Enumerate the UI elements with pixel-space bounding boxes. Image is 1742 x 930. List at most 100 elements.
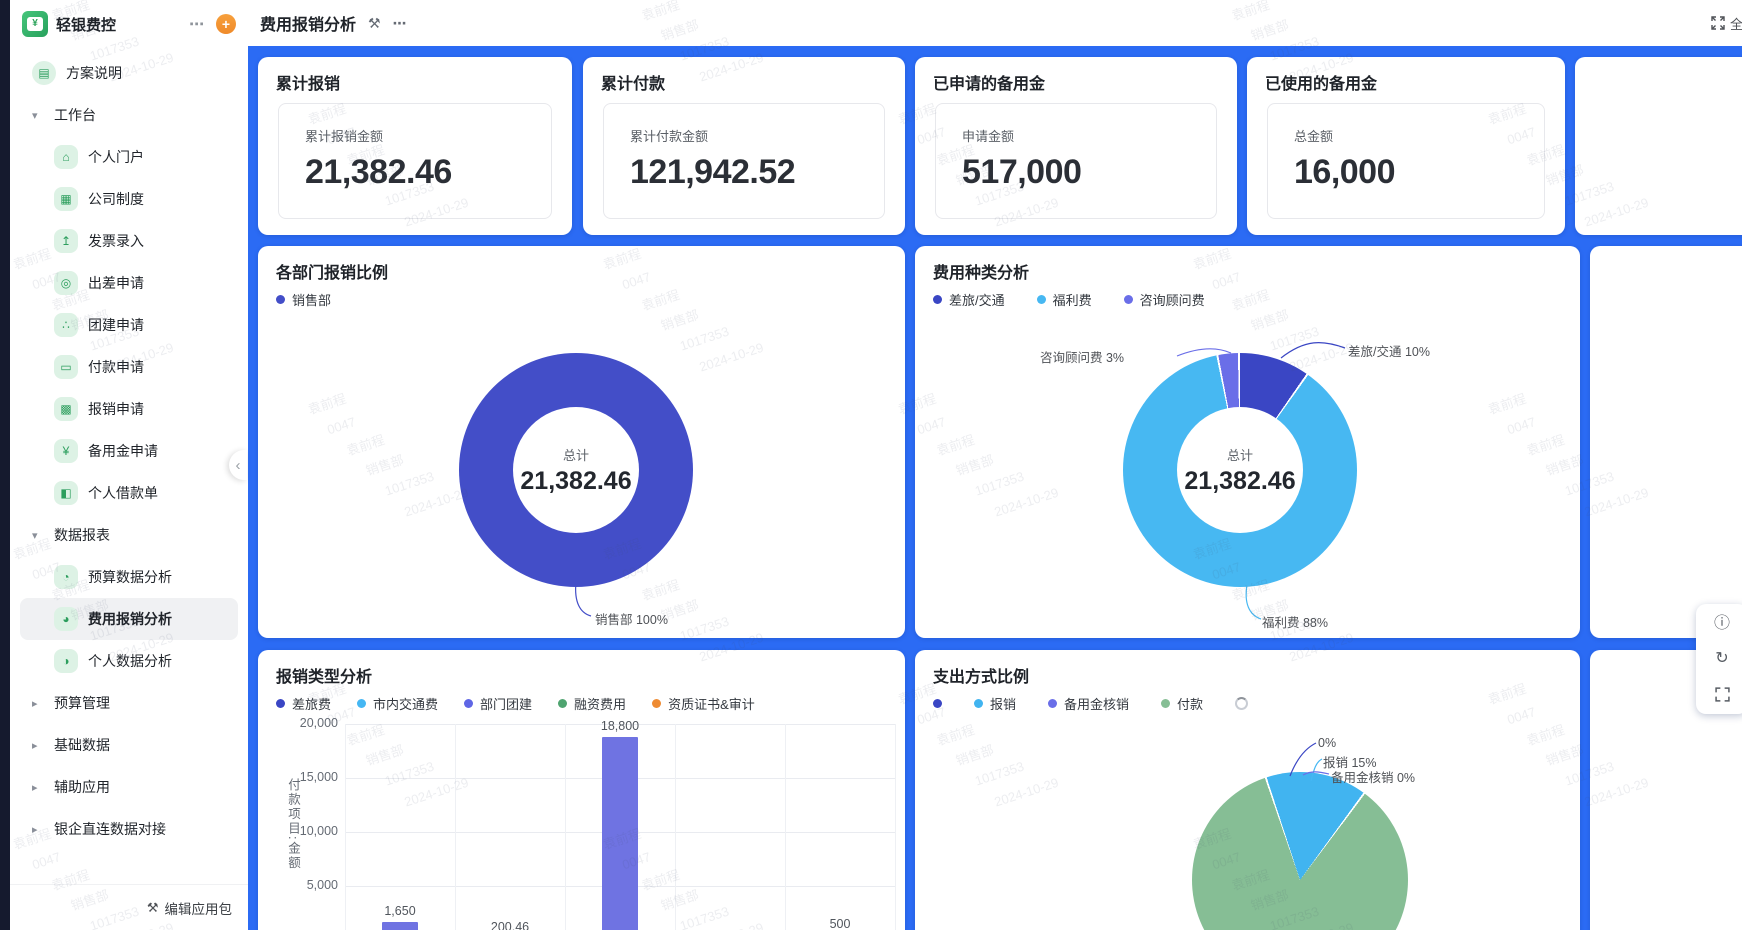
sidebar-item-label: 公司制度 (88, 191, 144, 207)
gridline-vertical (675, 724, 676, 930)
sidebar-item-费用报销分析[interactable]: ◕ 费用报销分析 (20, 598, 238, 640)
pay-method-pie-chart[interactable] (1192, 772, 1408, 930)
expense-type-donut-chart[interactable]: 总计 21,382.46 (1123, 353, 1357, 587)
sidebar-more-icon[interactable]: ⋯ (189, 16, 204, 33)
sidebar-item-辅助应用[interactable]: ▸ 辅助应用 (20, 766, 238, 808)
dept-ratio-donut-chart[interactable]: 总计 21,382.46 (459, 353, 693, 587)
sidebar-item-备用金申请[interactable]: ¥ 备用金申请 (20, 430, 238, 472)
sidebar-item-发票录入[interactable]: ↥ 发票录入 (20, 220, 238, 262)
legend-item-差旅/交通[interactable]: 差旅/交通 (933, 290, 1005, 309)
sidebar-item-公司制度[interactable]: ▦ 公司制度 (20, 178, 238, 220)
legend: 销售部 (276, 290, 363, 309)
more-icon[interactable]: ⋯ (392, 14, 407, 31)
sidebar-collapse-handle[interactable]: ‹ (229, 450, 247, 480)
kpi-title: 已申请的备用金 (933, 76, 1046, 93)
topbar: 费用报销分析 ⚒ ⋯ 全屏 (248, 0, 1742, 46)
kpi-label: 申请金额 (962, 129, 1015, 144)
legend-item-销售部[interactable]: 销售部 (276, 290, 331, 309)
legend-item-福利费[interactable]: 福利费 (1036, 290, 1092, 309)
legend-item-市内交通费[interactable]: 市内交通费 (357, 694, 438, 713)
legend-dot-icon (276, 699, 285, 708)
legend-item[interactable] (933, 699, 942, 708)
sidebar-item-label: 团建申请 (88, 317, 144, 333)
gridline-vertical (345, 724, 346, 930)
donut-center: 总计 21,382.46 (513, 407, 639, 533)
fullscreen-button[interactable]: 全屏 (1711, 14, 1742, 33)
gridline (345, 724, 895, 725)
kpi-inner-box: 累计付款金额 121,942.52 (603, 103, 885, 219)
legend-item-差旅费[interactable]: 差旅费 (276, 694, 331, 713)
app-title: 轻银费控 (56, 16, 117, 34)
legend-dot-icon (357, 699, 367, 708)
sidebar-item-预算数据分析[interactable]: ◔ 预算数据分析 (20, 556, 238, 598)
legend-item-部门团建[interactable]: 部门团建 (464, 694, 532, 713)
legend-item-付款[interactable]: 付款 (1161, 694, 1203, 713)
legend-dot-icon (1161, 699, 1171, 708)
legend-item-融资费用[interactable]: 融资费用 (558, 694, 626, 713)
info-button[interactable]: ⓘ (1711, 613, 1733, 635)
sidebar-item-预算管理[interactable]: ▸ 预算管理 (20, 682, 238, 724)
wallet-icon: ▭ (54, 355, 78, 379)
sidebar-item-label: 个人门户 (88, 149, 144, 165)
legend-item-资质证书&审计[interactable]: 资质证书&审计 (652, 694, 755, 713)
legend-dot-icon (1036, 295, 1046, 304)
sidebar-item-工作台[interactable]: ▾ 工作台 (20, 94, 238, 136)
legend-dot-icon (558, 699, 568, 708)
sidebar-item-个人门户[interactable]: ⌂ 个人门户 (20, 136, 238, 178)
kpi-card-used-petty-cash: 已使用的备用金 总金额 16,000 (1247, 57, 1565, 235)
sidebar-item-数据报表[interactable]: ▾ 数据报表 (20, 514, 238, 556)
legend-label: 咨询顾问费 (1139, 293, 1205, 308)
sidebar-item-个人数据分析[interactable]: ◑ 个人数据分析 (20, 640, 238, 682)
wrench-icon[interactable]: ⚒ (368, 14, 381, 31)
chevron-right-icon: ▸ (32, 697, 38, 710)
sidebar-item-付款申请[interactable]: ▭ 付款申请 (20, 346, 238, 388)
chart-card-reimb-type: 报销类型分析 差旅费 市内交通费 部门团建 融资费用 资质证书&审计 付款项目:金额 2… (258, 650, 905, 930)
sidebar-item-label: 付款申请 (88, 359, 144, 375)
app-logo-icon: ¥ (22, 11, 48, 37)
gridline-vertical (455, 724, 456, 930)
loading-spinner-icon (1235, 697, 1249, 710)
sidebar-item-label: 基础数据 (54, 737, 110, 753)
kpi-inner-box: 申请金额 517,000 (935, 103, 1217, 219)
gridline-vertical (565, 724, 566, 930)
legend-label: 差旅/交通 (949, 293, 1005, 308)
legend-item-咨询顾问费[interactable]: 咨询顾问费 (1123, 290, 1205, 309)
add-button[interactable]: + (216, 14, 236, 34)
clipboard-icon: ▦ (54, 187, 78, 211)
reimb-type-bar-chart[interactable]: 20,000 15,000 10,000 5,000 1,650 200.46 18,800… (258, 650, 905, 930)
sidebar-item-方案说明[interactable]: ▤ 方案说明 (20, 52, 238, 94)
donut-center: 总计 21,382.46 (1177, 407, 1303, 533)
sidebar-item-label: 备用金申请 (88, 443, 158, 459)
team-icon: ∴ (54, 313, 78, 337)
sidebar-item-个人借款单[interactable]: ◧ 个人借款单 (20, 472, 238, 514)
legend-item-报销[interactable]: 报销 (974, 694, 1016, 713)
sidebar-item-label: 银企直连数据对接 (54, 821, 166, 837)
expense-chart-icon: ◕ (54, 607, 78, 631)
sidebar-item-label: 预算管理 (54, 695, 110, 711)
sidebar-item-银企直连数据对接[interactable]: ▸ 银企直连数据对接 (20, 808, 238, 850)
fullscreen-button[interactable] (1711, 683, 1733, 705)
sidebar-item-报销申请[interactable]: ▩ 报销申请 (20, 388, 238, 430)
chevron-right-icon: ▸ (32, 739, 38, 752)
wrench-icon: ⚒ (146, 899, 159, 915)
edit-app-package-button[interactable]: ⚒ 编辑应用包 (147, 898, 232, 918)
sidebar-item-基础数据[interactable]: ▸ 基础数据 (20, 724, 238, 766)
legend-label: 融资费用 (574, 697, 627, 712)
chart-card-dept-ratio: 各部门报销比例 销售部 总计 21,382.46 销售部 100% (258, 246, 905, 638)
sidebar-item-label: 预算数据分析 (88, 569, 172, 585)
chevron-right-icon: ▸ (32, 823, 38, 836)
bar-差旅费 (382, 922, 418, 930)
page-title: 费用报销分析 (260, 17, 357, 34)
bar-value-label: 200.46 (490, 919, 530, 930)
kpi-card-cumulative-reimbursement: 累计报销 累计报销金额 21,382.46 (258, 57, 572, 235)
reimburse-icon: ▩ (54, 397, 78, 421)
sidebar-item-团建申请[interactable]: ∴ 团建申请 (20, 304, 238, 346)
refresh-button[interactable]: ↻ (1711, 648, 1733, 670)
legend: 报销 备用金核销 付款 (933, 694, 1249, 713)
kpi-title: 累计报销 (276, 76, 341, 93)
sidebar-item-label: 个人借款单 (88, 485, 158, 501)
legend-item-备用金核销[interactable]: 备用金核销 (1048, 694, 1129, 713)
callout-label: 差旅/交通 10% (1348, 345, 1430, 359)
sidebar-item-出差申请[interactable]: ◎ 出差申请 (20, 262, 238, 304)
